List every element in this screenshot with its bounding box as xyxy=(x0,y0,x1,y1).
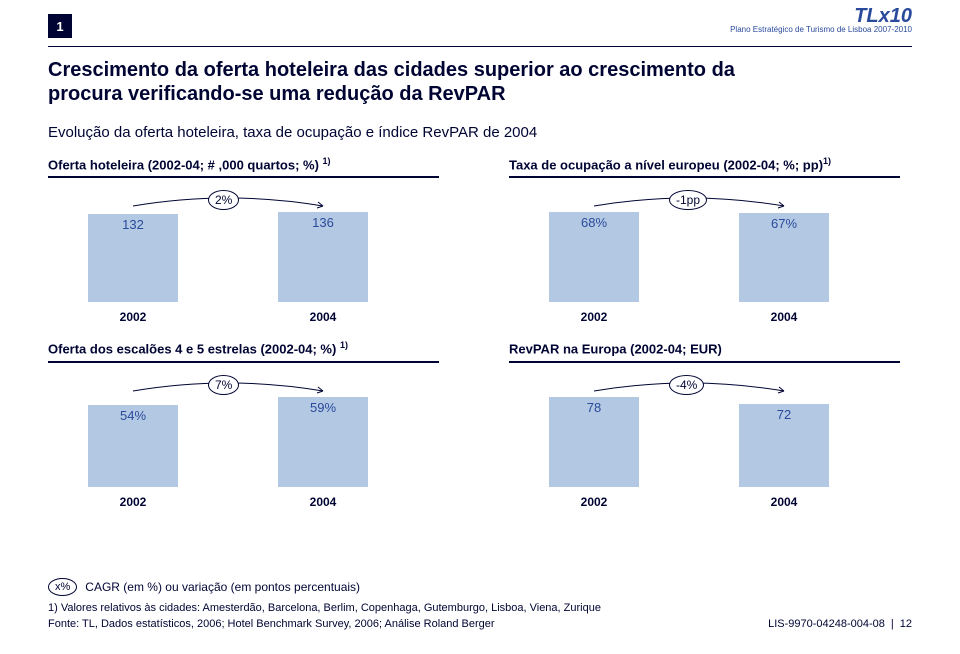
bar-value-label: 59% xyxy=(278,400,368,415)
logo: TLx10 Plano Estratégico de Turismo de Li… xyxy=(730,6,912,34)
chart-taxa-ocupacao: Taxa de ocupação a nível europeu (2002-0… xyxy=(509,156,900,324)
x-category: 2002 xyxy=(549,310,639,324)
delta-label: 7% xyxy=(208,375,239,395)
page-subtitle: Evolução da oferta hoteleira, taxa de oc… xyxy=(48,124,537,141)
x-category: 2004 xyxy=(278,310,368,324)
legend-text: CAGR (em %) ou variação (em pontos perce… xyxy=(85,580,360,594)
x-category: 2002 xyxy=(549,495,639,509)
delta-label: -4% xyxy=(669,375,704,395)
doc-ref: LIS-9970-04248-004-08|12 xyxy=(768,618,912,630)
chart-revpar: RevPAR na Europa (2002-04; EUR) -4% 78 200… xyxy=(509,340,900,508)
bar-value-label: 136 xyxy=(278,215,368,230)
chart-title-text: Taxa de ocupação a nível europeu (2002-0… xyxy=(509,157,823,172)
chart-oferta-hoteleira: Oferta hoteleira (2002-04; # ,000 quarto… xyxy=(48,156,439,324)
x-category: 2004 xyxy=(278,495,368,509)
bars-area: -4% 78 2002 72 2004 xyxy=(509,369,900,509)
chart-grid: Oferta hoteleira (2002-04; # ,000 quarto… xyxy=(48,156,900,509)
chart-title: RevPAR na Europa (2002-04; EUR) xyxy=(509,340,900,362)
source: Fonte: TL, Dados estatísticos, 2006; Hot… xyxy=(48,618,495,630)
logo-sub: Plano Estratégico de Turismo de Lisboa 2… xyxy=(730,26,912,34)
chart-escaloes: Oferta dos escalões 4 e 5 estrelas (2002… xyxy=(48,340,439,508)
chart-title-sup: 1) xyxy=(823,156,831,166)
doc-code: LIS-9970-04248-004-08 xyxy=(768,618,885,630)
bars-area: 7% 54% 2002 59% 2004 xyxy=(48,369,439,509)
doc-page: 12 xyxy=(900,618,912,630)
bar-value-label: 67% xyxy=(739,216,829,231)
chart-title-sup: 1) xyxy=(323,156,331,166)
x-category: 2004 xyxy=(739,495,829,509)
bar-value-label: 68% xyxy=(549,215,639,230)
bar-value-label: 132 xyxy=(88,217,178,232)
legend: x% CAGR (em %) ou variação (em pontos pe… xyxy=(48,578,360,596)
page-indicator: 1 xyxy=(48,14,72,38)
bar-value-label: 54% xyxy=(88,408,178,423)
bar-value-label: 78 xyxy=(549,400,639,415)
page-title: Crescimento da oferta hoteleira das cida… xyxy=(48,58,760,106)
logo-brand: TLx10 xyxy=(730,6,912,26)
delta-label: -1pp xyxy=(669,190,707,210)
x-category: 2004 xyxy=(739,310,829,324)
chart-title-text: RevPAR na Europa (2002-04; EUR) xyxy=(509,342,722,357)
legend-symbol: x% xyxy=(48,578,77,596)
chart-title: Oferta hoteleira (2002-04; # ,000 quarto… xyxy=(48,156,439,178)
separator: | xyxy=(885,618,900,630)
chart-title: Oferta dos escalões 4 e 5 estrelas (2002… xyxy=(48,340,439,362)
footnote: 1) Valores relativos às cidades: Amester… xyxy=(48,602,601,614)
chart-title-sup: 1) xyxy=(340,340,348,350)
header-rule xyxy=(48,46,912,47)
bars-area: 2% 132 2002 136 2004 xyxy=(48,184,439,324)
chart-title-text: Oferta dos escalões 4 e 5 estrelas (2002… xyxy=(48,342,340,357)
delta-label: 2% xyxy=(208,190,239,210)
chart-title-text: Oferta hoteleira (2002-04; # ,000 quarto… xyxy=(48,157,323,172)
x-category: 2002 xyxy=(88,495,178,509)
bars-area: -1pp 68% 2002 67% 2004 xyxy=(509,184,900,324)
chart-title: Taxa de ocupação a nível europeu (2002-0… xyxy=(509,156,900,178)
bar-value-label: 72 xyxy=(739,407,829,422)
x-category: 2002 xyxy=(88,310,178,324)
